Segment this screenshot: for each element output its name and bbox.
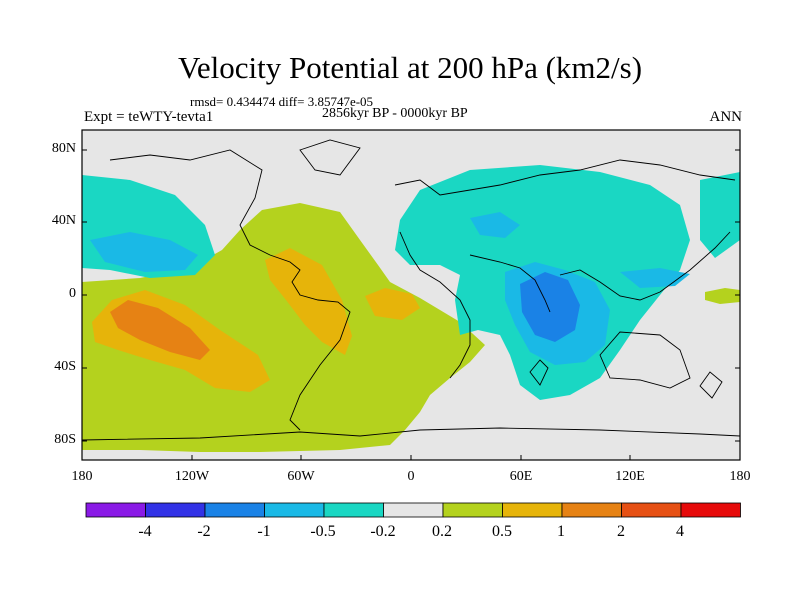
lat-tick-label: 0 xyxy=(69,286,76,301)
colorbar-label: -0.5 xyxy=(310,523,336,540)
lon-tick-label: 0 xyxy=(407,469,415,484)
contour-negative-0.2-dateline xyxy=(700,172,740,258)
colorbar-label: 0.2 xyxy=(432,523,452,540)
lon-tick-label: 60W xyxy=(287,469,315,484)
lon-tick-label: 180 xyxy=(729,469,751,484)
colorbar-swatch xyxy=(204,502,265,518)
contour-positive-0.5-samerica xyxy=(265,248,352,355)
colorbar-swatch xyxy=(561,502,622,518)
contour-positive-0.2 xyxy=(82,203,485,452)
contour-negative-0.5-npacific xyxy=(90,232,198,272)
colorbar-swatch xyxy=(680,502,741,518)
colorbar xyxy=(85,502,741,518)
contour-negative-0.5-mideast xyxy=(470,212,520,238)
season-label: ANN xyxy=(709,109,743,125)
lat-tick-label: 40N xyxy=(51,213,76,228)
contour-negative-1-india xyxy=(520,272,580,342)
colorbar-swatch xyxy=(383,502,444,518)
lon-tick-label: 60E xyxy=(509,469,533,484)
colorbar-label: 4 xyxy=(676,523,684,540)
colorbar-label: 2 xyxy=(617,523,625,540)
colorbar-swatch xyxy=(502,502,563,518)
plot-title: Velocity Potential at 200 hPa (km2/s) xyxy=(177,50,643,85)
colorbar-swatch xyxy=(442,502,503,518)
lat-tick-label: 80S xyxy=(54,432,76,447)
colorbar-swatch xyxy=(85,502,146,518)
colorbar-label: -2 xyxy=(197,523,211,540)
lon-tick-label: 120W xyxy=(174,469,210,484)
colorbar-label: -1 xyxy=(257,523,271,540)
coastlines xyxy=(82,139,740,441)
colorbar-swatch xyxy=(323,502,384,518)
axis-ticks xyxy=(81,149,741,460)
colorbar-label: -0.2 xyxy=(370,523,396,540)
colorbar-swatch xyxy=(264,502,325,518)
colorbar-label: -4 xyxy=(138,523,152,540)
lon-tick-label: 180 xyxy=(71,469,93,484)
colorbar-swatch xyxy=(621,502,682,518)
contour-positive-0.5-atlantic xyxy=(365,288,420,320)
contour-positive-east-edge xyxy=(705,288,740,304)
lat-tick-label: 40S xyxy=(54,359,76,374)
stats-label: rmsd= 0.434474 diff= 3.85747e-05 xyxy=(190,94,374,109)
lat-tick-label: 80N xyxy=(51,141,76,156)
experiment-label: Expt = teWTY-tevta1 xyxy=(84,109,214,125)
colorbar-label: 1 xyxy=(557,523,565,540)
colorbar-swatch xyxy=(145,502,206,518)
period-label: 2856kyr BP - 0000kyr BP xyxy=(322,106,468,121)
colorbar-label: 0.5 xyxy=(492,523,512,540)
contour-positive-1-pacific xyxy=(110,300,210,360)
lon-tick-label: 120E xyxy=(615,469,645,484)
